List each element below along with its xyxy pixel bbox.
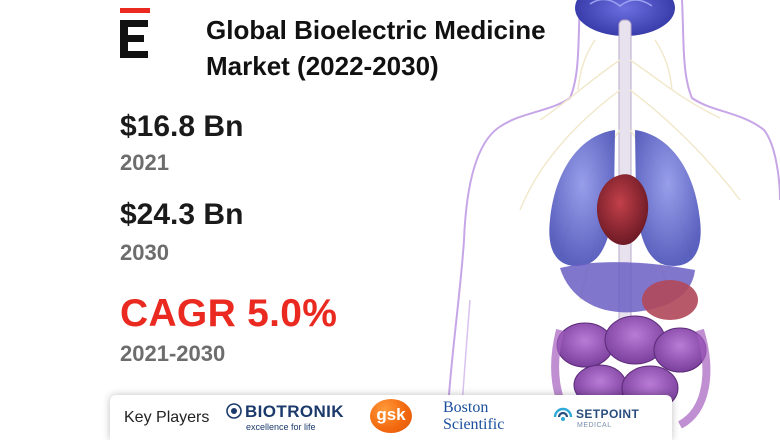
cagr-period-label: 2021-2030 [120,341,226,366]
setpoint-name: SETPOINT [576,407,640,421]
boston-line-2: Scientific [443,416,505,433]
setpoint-subtitle: MEDICAL [577,422,612,429]
gsk-name: gsk [376,405,406,424]
market-value-2030: $24.3 Bn [120,198,244,231]
title-line-2: Market (2022-2030) [206,51,439,81]
setpoint-emblem-icon [553,407,573,421]
biotronik-name: BIOTRONIK [245,402,344,421]
key-players-strip: Key Players BIOTRONIK excellence for lif… [110,395,672,440]
gsk-logo: gsk [370,399,412,433]
market-value-2021: $16.8 Bn [120,110,244,143]
boston-scientific-logo: Boston Scientific [443,399,533,437]
title-line-1: Global Bioelectric Medicine [206,15,546,45]
key-players-label: Key Players [124,409,210,426]
biotronik-logo: BIOTRONIK excellence for life [226,401,351,435]
biotronik-tagline: excellence for life [246,422,316,432]
anatomy-illustration-icon [445,0,780,440]
year-2021-label: 2021 [120,150,169,175]
biotronik-emblem-icon [226,403,242,419]
page-title: Global Bioelectric Medicine Market (2022… [206,12,606,84]
cagr-value: CAGR 5.0% [120,292,338,335]
setpoint-medical-logo: SETPOINT MEDICAL [552,404,664,434]
year-2030-label: 2030 [120,240,169,265]
brand-logo-icon [120,8,150,58]
boston-line-1: Boston [443,399,489,416]
